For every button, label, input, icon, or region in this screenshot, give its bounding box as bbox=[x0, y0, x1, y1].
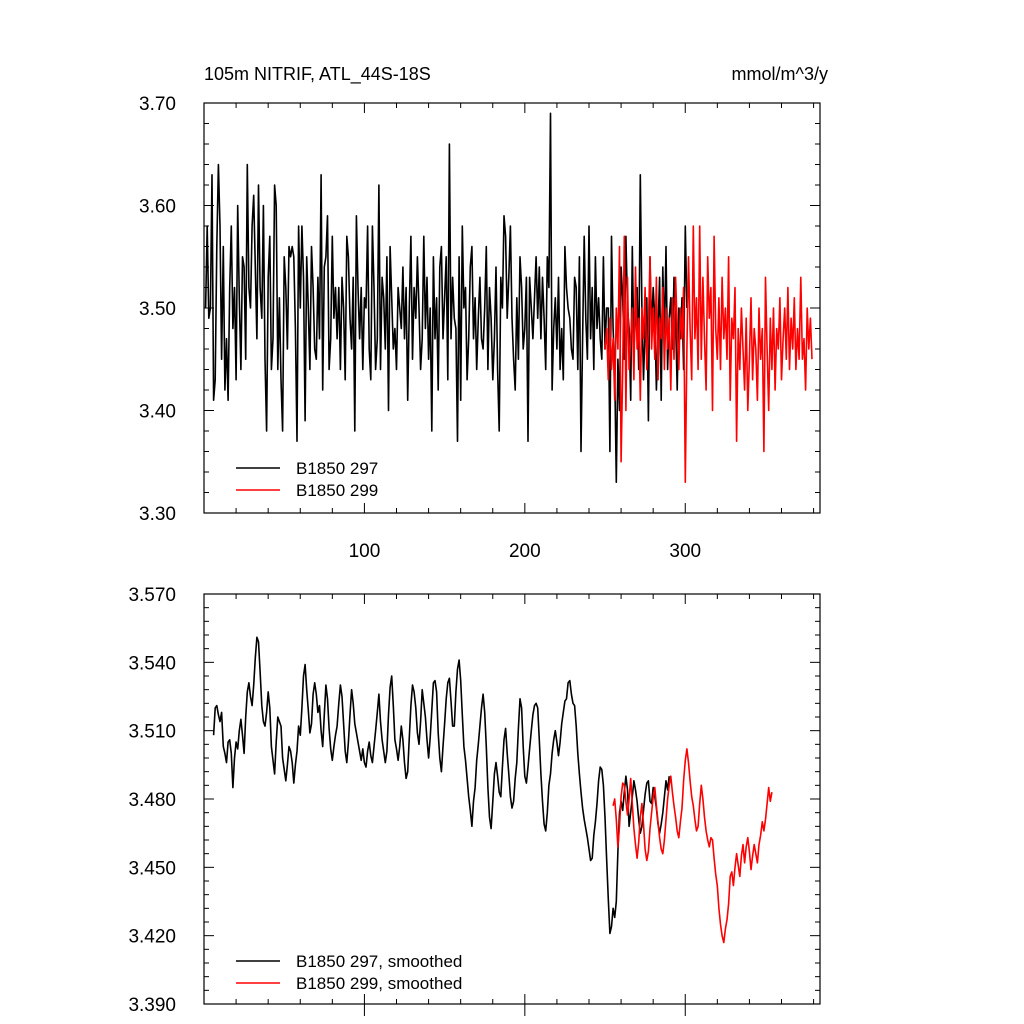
x-tick-label: 200 bbox=[509, 541, 541, 562]
chart-title: 105m NITRIF, ATL_44S-18S bbox=[204, 64, 431, 85]
x-axis-ticks bbox=[235, 594, 815, 1016]
y-tick-label: 3.420 bbox=[128, 927, 176, 948]
plot-area bbox=[212, 636, 773, 944]
series-line-b1850-297 bbox=[204, 112, 688, 484]
y-tick-label: 3.480 bbox=[128, 790, 176, 811]
y-tick-label: 3.50 bbox=[139, 299, 176, 320]
legend-label-series-b: B1850 299 bbox=[296, 481, 378, 500]
x-axis-ticks: 100 200 300 bbox=[235, 103, 815, 562]
legend-label-series-a: B1850 297 bbox=[296, 459, 378, 478]
x-tick-label: 100 bbox=[349, 541, 381, 562]
y-tick-label: 3.540 bbox=[128, 653, 176, 674]
y-tick-label: 3.570 bbox=[128, 585, 176, 606]
units-label: mmol/m^3/y bbox=[732, 64, 828, 84]
series-line-b1850-299 bbox=[612, 748, 773, 944]
series-line-b1850-297 bbox=[212, 636, 670, 935]
y-axis-ticks: 3.390 3.420 3.450 3.480 3.510 3.540 3.570 bbox=[128, 585, 820, 1016]
legend-label-series-b: B1850 299, smoothed bbox=[296, 974, 462, 993]
legend: B1850 297 B1850 299 bbox=[236, 459, 378, 500]
y-tick-label: 3.70 bbox=[139, 94, 176, 115]
y-tick-label: 3.510 bbox=[128, 722, 176, 743]
legend: B1850 297, smoothed B1850 299, smoothed bbox=[236, 952, 462, 993]
y-tick-label: 3.40 bbox=[139, 402, 176, 423]
y-tick-label: 3.60 bbox=[139, 197, 176, 218]
y-axis-ticks: 3.30 3.40 3.50 3.60 3.70 bbox=[139, 94, 820, 525]
legend-label-series-a: B1850 297, smoothed bbox=[296, 952, 462, 971]
y-tick-label: 3.30 bbox=[139, 504, 176, 525]
panel-bottom: 3.390 3.420 3.450 3.480 3.510 3.540 3.570 B185… bbox=[128, 585, 821, 1016]
y-tick-label: 3.450 bbox=[128, 858, 176, 879]
panel-top: 105m NITRIF, ATL_44S-18S mmol/m^3/y 3.30… bbox=[139, 64, 828, 562]
plot-area bbox=[204, 112, 813, 484]
y-tick-label: 3.390 bbox=[128, 995, 176, 1016]
series-line-b1850-299 bbox=[604, 225, 813, 484]
x-tick-label: 300 bbox=[669, 541, 701, 562]
plot-frame bbox=[203, 102, 821, 514]
plot-frame bbox=[203, 593, 821, 1005]
